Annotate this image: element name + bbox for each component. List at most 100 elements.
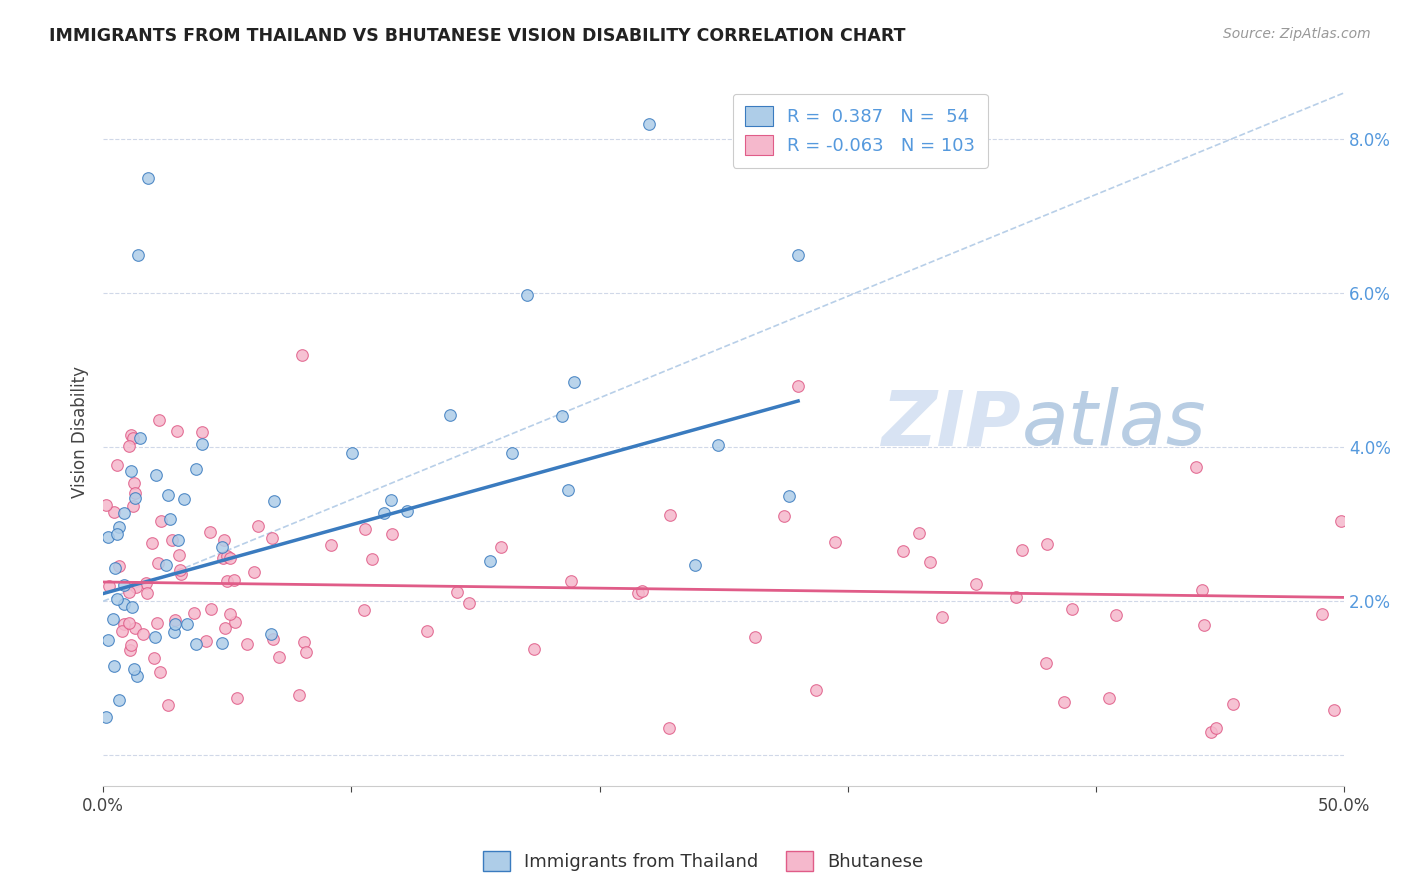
Point [631, 584, 654, 599]
Point [236, 637, 259, 651]
Point [132, 626, 155, 640]
Point [222, 573, 245, 587]
Point [103, 505, 125, 519]
Point [112, 617, 135, 632]
Point [824, 534, 846, 549]
Point [1222, 697, 1244, 711]
Point [112, 597, 135, 611]
Point [94, 710, 117, 724]
Point [156, 698, 179, 712]
Point [111, 624, 134, 638]
Legend: R =  0.387   N =  54, R = -0.063   N = 103: R = 0.387 N = 54, R = -0.063 N = 103 [733, 94, 987, 168]
Point [373, 506, 395, 520]
Point [931, 610, 953, 624]
Point [1011, 542, 1033, 557]
Point [380, 493, 402, 508]
Point [120, 638, 142, 652]
Point [292, 635, 315, 649]
Point [98, 579, 121, 593]
Point [120, 428, 142, 442]
Point [146, 615, 169, 630]
Point [479, 554, 502, 568]
Point [557, 483, 579, 497]
Point [104, 561, 127, 575]
Point [787, 378, 810, 392]
Point [395, 503, 418, 517]
Point [108, 558, 131, 573]
Point [214, 621, 236, 635]
Point [148, 413, 170, 427]
Point [260, 531, 283, 545]
Point [224, 615, 246, 629]
Point [124, 491, 146, 505]
Point [136, 586, 159, 600]
Point [167, 548, 190, 562]
Point [97, 530, 120, 544]
Point [1104, 607, 1126, 622]
Point [225, 690, 247, 705]
Point [149, 665, 172, 679]
Point [562, 376, 585, 390]
Point [262, 632, 284, 646]
Point [120, 464, 142, 478]
Point [965, 577, 987, 591]
Point [107, 458, 129, 472]
Point [118, 439, 141, 453]
Point [176, 616, 198, 631]
Point [191, 437, 214, 451]
Point [145, 468, 167, 483]
Point [804, 683, 827, 698]
Point [183, 606, 205, 620]
Point [136, 170, 159, 185]
Point [550, 409, 572, 423]
Point [353, 522, 375, 536]
Point [218, 607, 240, 622]
Point [319, 538, 342, 552]
Point [1192, 618, 1215, 632]
Point [489, 541, 512, 555]
Point [1098, 690, 1121, 705]
Text: ZIP: ZIP [882, 387, 1022, 461]
Point [169, 566, 191, 581]
Point [118, 584, 141, 599]
Point [908, 526, 931, 541]
Point [269, 650, 291, 665]
Point [163, 613, 186, 627]
Point [260, 627, 283, 641]
Point [1035, 656, 1057, 670]
Point [122, 662, 145, 676]
Point [163, 617, 186, 632]
Point [779, 489, 801, 503]
Point [122, 476, 145, 491]
Point [295, 645, 318, 659]
Point [211, 636, 233, 650]
Point [1205, 721, 1227, 735]
Point [1036, 537, 1059, 551]
Point [156, 488, 179, 502]
Point [918, 555, 941, 569]
Point [118, 616, 141, 631]
Point [1191, 582, 1213, 597]
Point [744, 630, 766, 644]
Point [166, 424, 188, 438]
Point [125, 580, 148, 594]
Point [683, 558, 706, 573]
Point [101, 612, 124, 626]
Point [124, 621, 146, 635]
Point [891, 543, 914, 558]
Point [416, 624, 439, 639]
Point [523, 641, 546, 656]
Point [288, 688, 311, 702]
Point [217, 574, 239, 589]
Point [787, 247, 810, 261]
Point [219, 551, 242, 566]
Point [173, 491, 195, 506]
Point [105, 526, 128, 541]
Point [1053, 695, 1076, 709]
Text: atlas: atlas [1022, 387, 1206, 461]
Text: IMMIGRANTS FROM THAILAND VS BHUTANESE VISION DISABILITY CORRELATION CHART: IMMIGRANTS FROM THAILAND VS BHUTANESE VI… [49, 27, 905, 45]
Point [361, 552, 384, 566]
Point [1005, 590, 1028, 604]
Point [1199, 725, 1222, 739]
Point [1185, 460, 1208, 475]
